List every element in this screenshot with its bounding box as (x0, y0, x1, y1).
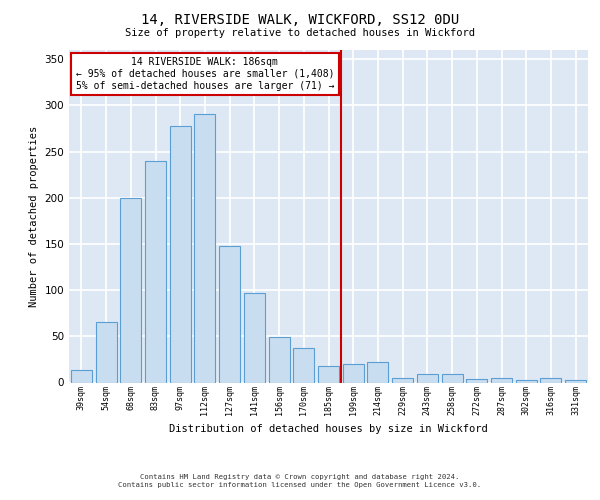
Bar (442, 374, 463, 382)
Bar (170, 126, 191, 382)
Bar (194, 114, 215, 382)
Y-axis label: Number of detached properties: Number of detached properties (29, 126, 39, 307)
Bar (244, 293, 265, 382)
Bar (95, 322, 116, 382)
Bar (145, 161, 166, 382)
Bar (392, 378, 413, 382)
Bar (343, 364, 364, 382)
Text: 14, RIVERSIDE WALK, WICKFORD, SS12 0DU: 14, RIVERSIDE WALK, WICKFORD, SS12 0DU (141, 12, 459, 26)
Bar (120, 198, 141, 382)
Text: Contains HM Land Registry data © Crown copyright and database right 2024.
Contai: Contains HM Land Registry data © Crown c… (118, 474, 482, 488)
Bar (541, 378, 562, 382)
Bar (219, 246, 240, 382)
Text: Size of property relative to detached houses in Wickford: Size of property relative to detached ho… (125, 28, 475, 38)
Bar (516, 380, 537, 382)
Bar (565, 380, 586, 382)
X-axis label: Distribution of detached houses by size in Wickford: Distribution of detached houses by size … (169, 424, 488, 434)
Bar (367, 362, 388, 382)
Text: 14 RIVERSIDE WALK: 186sqm
← 95% of detached houses are smaller (1,408)
5% of sem: 14 RIVERSIDE WALK: 186sqm ← 95% of detac… (76, 58, 334, 90)
Bar (269, 337, 290, 382)
Bar (318, 366, 339, 382)
Bar (417, 374, 438, 382)
Bar (466, 379, 487, 382)
Bar (491, 378, 512, 382)
Bar (293, 348, 314, 382)
Bar (71, 370, 92, 382)
